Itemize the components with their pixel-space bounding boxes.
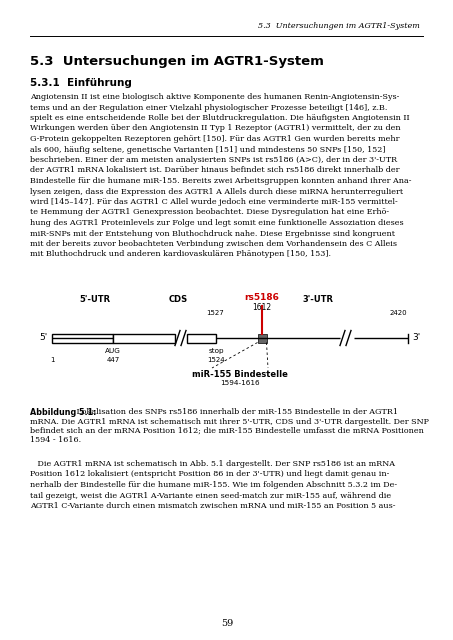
Text: tems und an der Regulation einer Vielzahl physiologischer Prozesse beteiligt [14: tems und an der Regulation einer Vielzah… [30,104,387,111]
Text: 3'-UTR: 3'-UTR [303,295,333,304]
Text: AGTR1 C-Variante durch einen mismatch zwischen mRNA und miR-155 an Position 5 au: AGTR1 C-Variante durch einen mismatch zw… [30,502,395,510]
Text: 1527: 1527 [206,310,224,316]
Text: 3': 3' [412,333,420,342]
Text: 59: 59 [221,619,233,628]
Text: 5.3.1  Einführung: 5.3.1 Einführung [30,78,132,88]
Text: 2420: 2420 [389,310,407,316]
Text: te Hemmung der AGTR1 Genexpression beobachtet. Diese Dysregulation hat eine Erhö: te Hemmung der AGTR1 Genexpression beoba… [30,209,389,216]
Text: der AGTR1 mRNA lokalisiert ist. Darüber hinaus befindet sich rs5186 direkt inner: der AGTR1 mRNA lokalisiert ist. Darüber … [30,166,400,175]
Text: Bindestelle für die humane miR-155. Bereits zwei Arbeitsgruppen konnten anhand i: Bindestelle für die humane miR-155. Bere… [30,177,411,185]
Text: 1: 1 [50,357,54,363]
Text: stop: stop [208,348,224,354]
Text: miR-SNPs mit der Entstehung von Bluthochdruck nahe. Diese Ergebnisse sind kongru: miR-SNPs mit der Entstehung von Bluthoch… [30,230,395,237]
Text: nerhalb der Bindestelle für die humane miR-155. Wie im folgenden Abschnitt 5.3.2: nerhalb der Bindestelle für die humane m… [30,481,397,489]
Text: Abbildung 5.1:: Abbildung 5.1: [30,408,96,417]
Text: miR-155 Bindestelle: miR-155 Bindestelle [192,370,288,379]
Text: befindet sich an der mRNA Position 1612; die miR-155 Bindestelle umfasst die mRN: befindet sich an der mRNA Position 1612;… [30,427,424,435]
Text: mit Bluthochdruck und anderen kardiovaskulären Phänotypen [150, 153].: mit Bluthochdruck und anderen kardiovask… [30,250,331,259]
Text: rs5186: rs5186 [245,293,280,302]
Bar [257,333,266,342]
Text: hung des AGTR1 Proteinlevels zur Folge und legt somit eine funktionelle Assoziat: hung des AGTR1 Proteinlevels zur Folge u… [30,219,404,227]
Text: AUG: AUG [105,348,121,354]
Text: G-Protein gekoppelten Rezeptoren gehört [150]. Für das AGTR1 Gen wurden bereits : G-Protein gekoppelten Rezeptoren gehört … [30,135,400,143]
Bar [187,333,216,342]
Text: mRNA. Die AGTR1 mRNA ist schematisch mit ihrer 5'-UTR, CDS und 3'-UTR dargestell: mRNA. Die AGTR1 mRNA ist schematisch mit… [30,417,429,426]
Text: mit der bereits zuvor beobachteten Verbindung zwischen dem Vorhandensein des C A: mit der bereits zuvor beobachteten Verbi… [30,240,397,248]
Text: 5.3  Untersuchungen im AGTR1-System: 5.3 Untersuchungen im AGTR1-System [30,55,324,68]
Text: CDS: CDS [169,295,188,304]
Text: spielt es eine entscheidende Rolle bei der Blutdruckregulation. Die häufigsten A: spielt es eine entscheidende Rolle bei d… [30,114,410,122]
Text: Angiotensin II ist eine biologisch aktive Komponente des humanen Renin-Angiotens: Angiotensin II ist eine biologisch aktiv… [30,93,400,101]
Text: 5': 5' [40,333,48,342]
Text: 1524: 1524 [207,357,225,363]
Text: Position 1612 lokalisiert (entspricht Position 86 in der 3'-UTR) und liegt damit: Position 1612 lokalisiert (entspricht Po… [30,470,390,479]
Text: 5'-UTR: 5'-UTR [79,295,111,304]
Text: als 600, häufig seltene, genetische Varianten [151] und mindestens 50 SNPs [150,: als 600, häufig seltene, genetische Vari… [30,145,386,154]
Bar [52,333,113,342]
Text: 1594 - 1616.: 1594 - 1616. [30,436,81,445]
Text: 1612: 1612 [252,303,271,312]
Text: tail gezeigt, weist die AGTR1 A-Variante einen seed-match zur miR-155 auf, währe: tail gezeigt, weist die AGTR1 A-Variante… [30,492,391,499]
Text: Lokalisation des SNPs rs5186 innerhalb der miR-155 Bindestelle in der AGTR1: Lokalisation des SNPs rs5186 innerhalb d… [74,408,398,416]
Text: 447: 447 [106,357,120,363]
Text: beschrieben. Einer der am meisten analysierten SNPs ist rs5186 (A>C), der in der: beschrieben. Einer der am meisten analys… [30,156,397,164]
Text: 5.3  Untersuchungen im AGTR1-System: 5.3 Untersuchungen im AGTR1-System [258,22,420,30]
Text: 1594-1616: 1594-1616 [220,380,260,386]
Text: wird [145–147]. Für das AGTR1 C Allel wurde jedoch eine verminderte miR-155 verm: wird [145–147]. Für das AGTR1 C Allel wu… [30,198,398,206]
Text: Wirkungen werden über den Angiotensin II Typ 1 Rezeptor (AGTR1) vermittelt, der : Wirkungen werden über den Angiotensin II… [30,125,400,132]
Bar [113,333,175,342]
Text: Die AGTR1 mRNA ist schematisch in Abb. 5.1 dargestellt. Der SNP rs5186 ist an mR: Die AGTR1 mRNA ist schematisch in Abb. 5… [30,460,395,468]
Text: lysen zeigen, dass die Expression des AGTR1 A Allels durch diese miRNA herunterr: lysen zeigen, dass die Expression des AG… [30,188,403,195]
